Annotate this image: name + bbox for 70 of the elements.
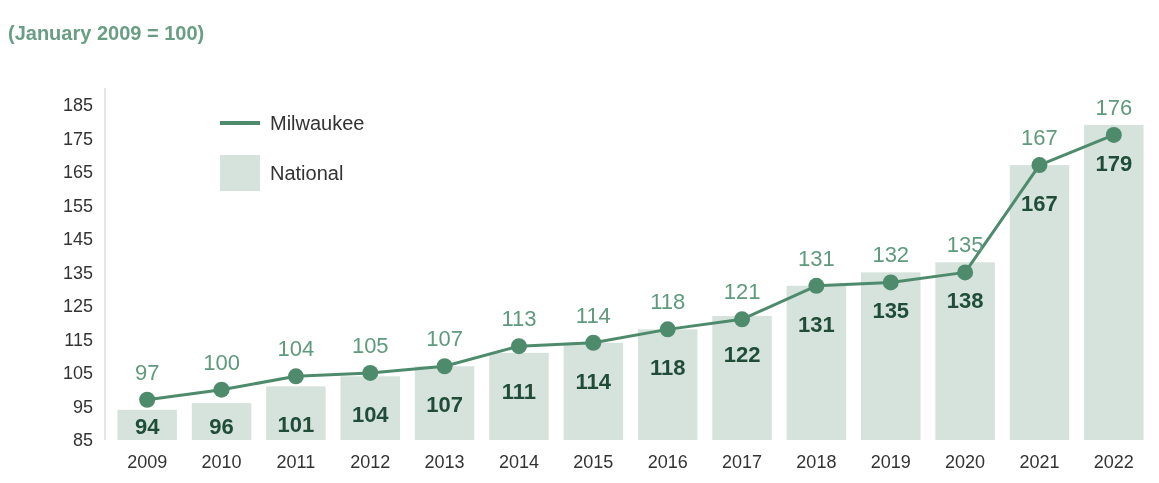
data-label: 122 bbox=[723, 341, 761, 367]
data-label: 107 bbox=[426, 326, 463, 352]
data-label: 107 bbox=[426, 392, 463, 418]
data-label: 104 bbox=[351, 402, 390, 428]
x-tick-label: 2012 bbox=[350, 452, 391, 472]
data-label: 114 bbox=[575, 368, 612, 394]
data-label: 118 bbox=[650, 289, 686, 315]
data-label: 135 bbox=[946, 232, 984, 258]
point bbox=[213, 381, 230, 398]
y-tick-label: 185 bbox=[62, 95, 93, 116]
x-tick-label: 2013 bbox=[424, 452, 465, 472]
y-tick-label: 105 bbox=[62, 363, 93, 384]
x-tick-label: 2009 bbox=[127, 452, 168, 472]
point bbox=[139, 391, 156, 408]
point bbox=[585, 334, 602, 351]
data-label: 135 bbox=[872, 298, 910, 324]
x-tick-label: 2018 bbox=[796, 452, 837, 472]
point bbox=[1105, 126, 1122, 143]
data-label: 121 bbox=[723, 279, 761, 305]
y-tick-label: 165 bbox=[62, 162, 93, 183]
data-label: 104 bbox=[277, 336, 315, 362]
data-label: 105 bbox=[351, 332, 389, 358]
x-tick-label: 2020 bbox=[945, 452, 986, 472]
point bbox=[734, 311, 751, 328]
point bbox=[362, 364, 379, 381]
y-tick-label: 175 bbox=[62, 128, 93, 149]
point bbox=[510, 338, 527, 355]
data-label: 167 bbox=[1021, 125, 1058, 151]
data-label: 100 bbox=[203, 349, 240, 375]
data-label: 131 bbox=[798, 245, 835, 271]
data-label: 97 bbox=[134, 359, 160, 385]
point bbox=[957, 264, 974, 281]
point bbox=[659, 321, 676, 338]
y-tick-label: 125 bbox=[62, 296, 93, 317]
x-tick-label: 2016 bbox=[647, 452, 688, 472]
data-label: 114 bbox=[575, 302, 611, 328]
legend-label: National bbox=[270, 162, 344, 184]
data-label: 94 bbox=[134, 414, 161, 439]
data-label: 176 bbox=[1095, 94, 1133, 120]
x-tick-label: 2022 bbox=[1093, 452, 1134, 472]
data-label: 118 bbox=[649, 355, 686, 381]
y-tick-label: 145 bbox=[62, 229, 93, 250]
point bbox=[436, 358, 453, 375]
data-label: 179 bbox=[1095, 150, 1133, 176]
point bbox=[808, 277, 825, 294]
y-tick-label: 135 bbox=[62, 262, 93, 283]
chart-title: (January 2009 = 100) bbox=[8, 22, 205, 44]
point bbox=[882, 274, 899, 291]
data-label: 138 bbox=[946, 288, 984, 314]
data-label: 113 bbox=[501, 306, 537, 332]
data-label: 101 bbox=[277, 412, 315, 438]
y-tick-label: 155 bbox=[62, 195, 93, 216]
data-label: 131 bbox=[798, 311, 835, 337]
x-tick-label: 2014 bbox=[498, 452, 539, 472]
x-tick-label: 2021 bbox=[1019, 452, 1060, 472]
y-tick-label: 95 bbox=[72, 396, 93, 417]
x-tick-label: 2015 bbox=[573, 452, 614, 472]
x-tick-label: 2010 bbox=[201, 452, 242, 472]
point bbox=[287, 368, 304, 385]
point bbox=[1031, 157, 1048, 174]
data-label: 96 bbox=[209, 414, 234, 439]
x-tick-label: 2011 bbox=[276, 452, 316, 472]
data-label: 111 bbox=[501, 378, 537, 404]
x-tick-label: 2019 bbox=[870, 452, 911, 472]
data-label: 132 bbox=[872, 242, 910, 268]
y-tick-label: 85 bbox=[72, 430, 93, 451]
y-tick-label: 115 bbox=[64, 329, 93, 350]
data-label: 167 bbox=[1021, 191, 1058, 217]
legend-label: Milwaukee bbox=[270, 112, 365, 134]
x-tick-label: 2017 bbox=[722, 452, 763, 472]
